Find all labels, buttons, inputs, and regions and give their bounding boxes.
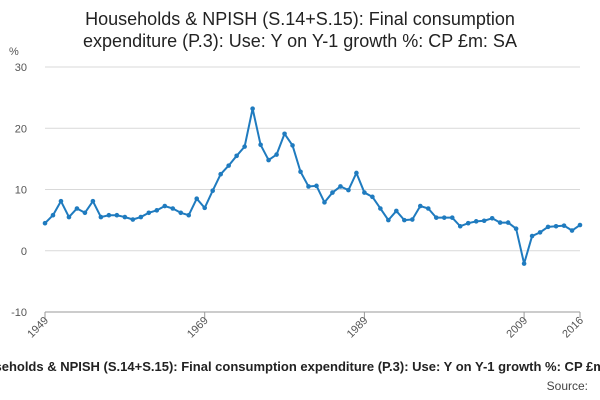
data-point [234,153,239,159]
x-tick-label: 1949 [25,315,51,341]
data-point [218,171,223,177]
data-point [154,208,160,213]
data-point [258,142,263,148]
data-point [497,220,503,225]
chart-title: Households & NPISH (S.14+S.15): Final co… [0,8,600,52]
data-point [465,220,471,226]
data-point [489,215,495,221]
y-tick-label: 0 [21,246,27,258]
data-point [178,210,184,216]
data-point [354,170,359,176]
data-point [378,206,383,211]
data-point [98,214,104,220]
data-point [74,206,80,211]
data-point [513,226,519,231]
data-point [457,223,463,229]
data-point [537,230,543,235]
data-point [417,203,423,209]
data-point [330,190,335,195]
data-point [314,183,319,189]
data-point [306,184,311,189]
data-point [298,169,303,175]
y-tick-label: 20 [15,123,27,135]
data-point [521,261,527,266]
data-point [114,212,120,218]
footer-series-text: Households & NPISH (S.14+S.15): Final co… [0,359,600,374]
data-point [290,143,295,148]
data-point [545,224,551,230]
data-point [90,198,96,204]
data-point [50,212,56,218]
chart-title-line-2: expenditure (P.3): Use: Y on Y-1 growth … [83,31,517,51]
data-point [210,188,215,194]
footer-series-label: Households & NPISH (S.14+S.15): Final co… [0,359,600,377]
y-tick-label: 10 [15,185,27,197]
data-point [202,205,208,211]
data-point [449,215,455,220]
data-point [441,215,447,220]
x-tick-label: 2016 [560,315,586,341]
data-point [386,217,391,223]
data-point [322,200,327,205]
data-point [82,210,88,216]
data-point [122,214,128,220]
data-point [106,212,112,218]
data-point [66,214,72,220]
data-point [346,187,351,193]
y-axis-label: % [9,46,19,58]
data-point [274,152,279,157]
data-point [250,106,255,111]
data-point [553,223,559,229]
x-tick-label: 2009 [504,315,530,341]
data-point [505,220,511,225]
data-point [561,223,567,228]
chart-title-line-1: Households & NPISH (S.14+S.15): Final co… [85,9,515,29]
data-point [481,218,487,224]
data-point [370,194,375,200]
data-point [282,131,287,137]
data-point [130,217,136,222]
data-point [569,228,575,233]
data-point [170,206,176,211]
data-point [242,144,247,149]
data-point [529,233,535,239]
data-point [186,212,192,218]
data-point [433,215,439,220]
data-point [194,196,200,201]
footer-source: Source: [546,379,588,393]
data-point [473,219,479,224]
data-point [226,163,231,168]
data-point [266,157,271,163]
data-point [402,217,407,223]
data-point [425,206,431,211]
data-point [338,184,343,189]
data-point [162,203,168,209]
data-point [394,208,399,214]
x-tick-label: 1989 [345,315,371,341]
series-line [44,107,581,265]
x-tick-label: 1969 [185,315,211,341]
data-point [146,210,152,216]
data-point [58,198,64,204]
data-point [362,190,367,195]
data-point [577,222,583,228]
y-tick-label: 30 [15,62,27,74]
data-point [42,220,48,226]
data-point [410,217,415,222]
data-point [138,214,144,220]
y-tick-label: -10 [11,307,27,319]
